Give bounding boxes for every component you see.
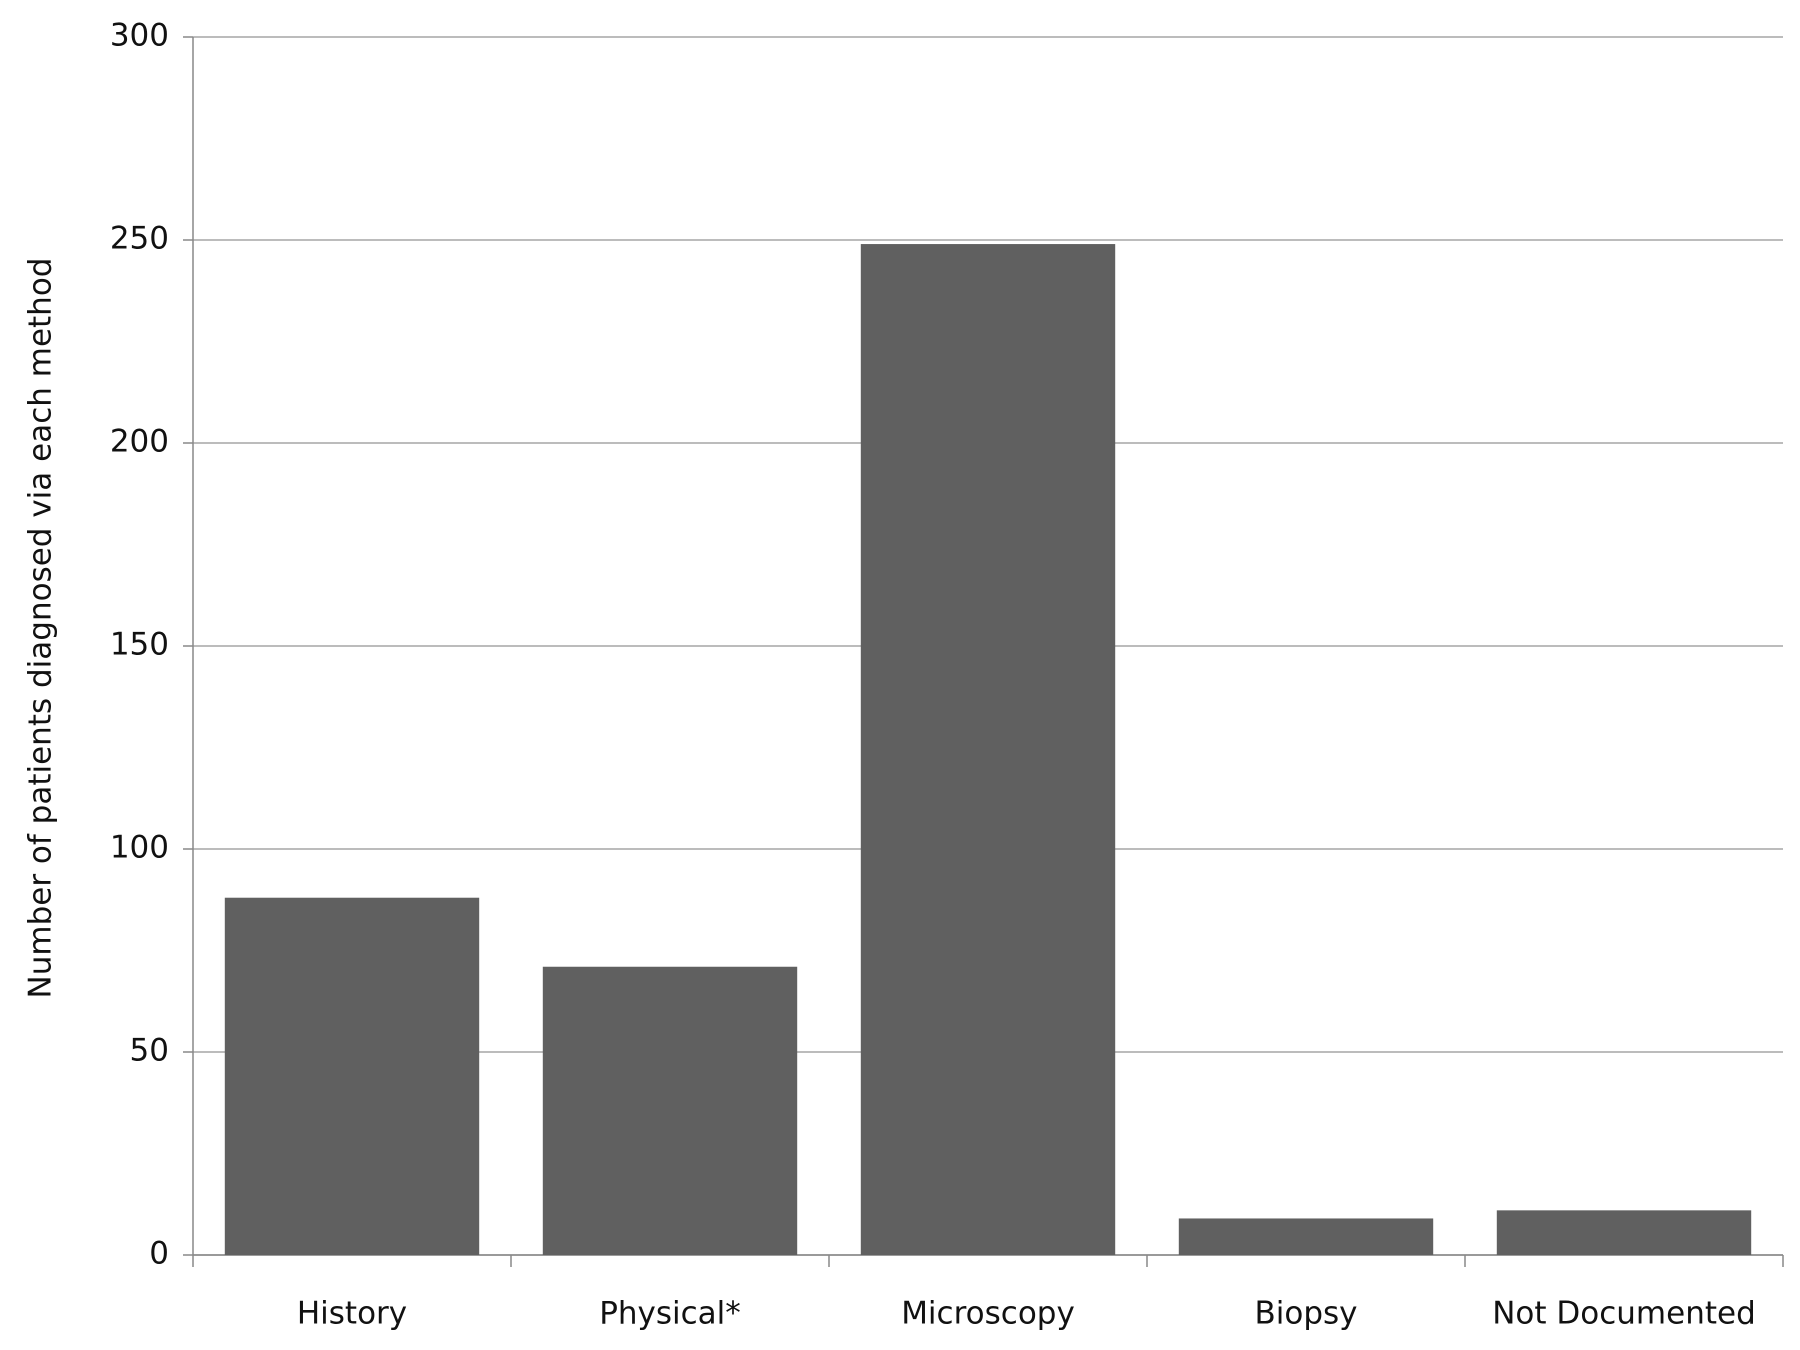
x-tick-label: Microscopy — [901, 1296, 1075, 1332]
y-tick-label: 0 — [149, 1236, 169, 1272]
y-tick-label: 250 — [110, 221, 169, 257]
x-tick-label: Not Documented — [1492, 1296, 1756, 1332]
x-tick-label: Biopsy — [1254, 1296, 1357, 1332]
y-tick-label: 150 — [110, 627, 169, 663]
bar — [1496, 1210, 1752, 1255]
x-tick-label: Physical* — [599, 1296, 741, 1332]
bar — [542, 966, 798, 1255]
y-tick-label: 100 — [110, 830, 169, 866]
bar — [224, 897, 480, 1255]
x-tick-label: History — [297, 1296, 407, 1332]
y-tick-label: 200 — [110, 424, 169, 460]
y-tick-label: 300 — [110, 18, 169, 54]
y-axis-title: Number of patients diagnosed via each me… — [23, 258, 59, 999]
y-tick-label: 50 — [130, 1033, 169, 1069]
bar — [1178, 1218, 1434, 1255]
bar — [860, 244, 1116, 1255]
